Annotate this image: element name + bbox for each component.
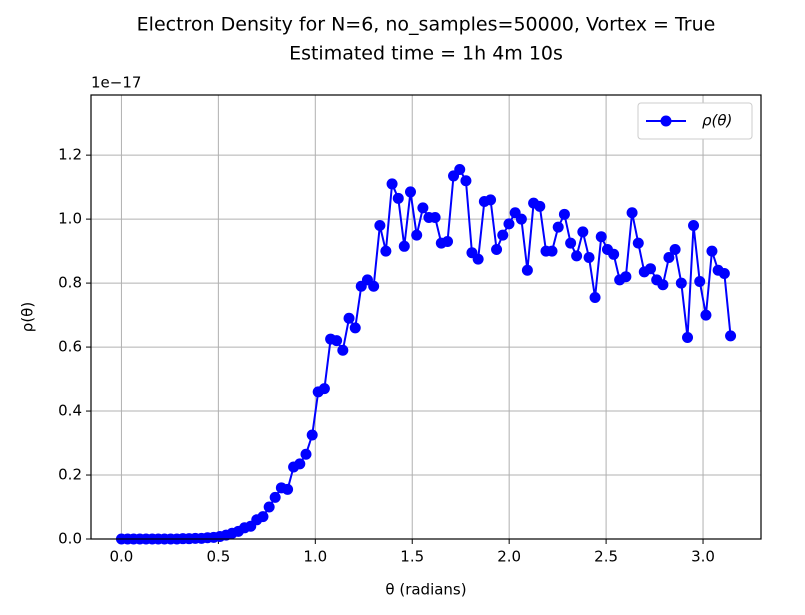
data-point — [404, 186, 416, 198]
legend-box — [637, 102, 753, 140]
data-point — [337, 344, 349, 356]
data-point — [343, 312, 355, 324]
data-point — [632, 237, 644, 249]
data-point — [294, 458, 306, 470]
data-point — [331, 335, 343, 347]
data-point — [577, 226, 589, 238]
data-point — [300, 448, 312, 460]
data-point — [620, 271, 632, 283]
data-point — [589, 291, 601, 303]
data-line — [121, 167, 732, 540]
y-tick-label: 0.4 — [58, 402, 82, 420]
data-point — [595, 231, 607, 243]
data-point — [306, 429, 318, 441]
y-offset-label: 1e−17 — [91, 74, 141, 92]
data-point — [669, 244, 681, 256]
data-point — [583, 252, 595, 264]
y-tick-label: 0.2 — [58, 466, 82, 484]
data-point — [571, 250, 583, 262]
x-axis-label: θ (radians) — [385, 581, 466, 599]
x-tick-label: 1.0 — [303, 548, 327, 566]
data-point — [706, 245, 718, 257]
x-tick-label: 1.5 — [400, 548, 424, 566]
data-point — [565, 237, 577, 249]
data-point — [688, 220, 700, 232]
data-point — [657, 279, 669, 291]
data-point — [454, 164, 466, 176]
data-point — [682, 331, 694, 343]
data-point — [460, 175, 472, 187]
y-tick-label: 1.2 — [58, 146, 82, 164]
y-tick-label: 0.0 — [58, 530, 82, 548]
data-point — [417, 202, 429, 214]
data-point — [386, 178, 398, 190]
data-point — [491, 244, 503, 256]
data-point — [497, 229, 509, 241]
x-tick-label: 2.5 — [594, 548, 618, 566]
legend-marker — [660, 115, 672, 127]
y-tick-label: 0.6 — [58, 338, 82, 356]
data-point — [675, 277, 687, 289]
data-point — [503, 218, 515, 230]
data-point — [608, 248, 620, 260]
chart-title: Electron Density for N=6, no_samples=500… — [137, 14, 716, 36]
data-point — [546, 245, 558, 257]
y-tick-label: 0.8 — [58, 274, 82, 292]
data-point — [515, 213, 527, 225]
data-point — [411, 229, 423, 241]
data-point — [718, 267, 730, 279]
x-tick-label: 3.0 — [691, 548, 715, 566]
data-point — [429, 212, 441, 224]
y-tick-label: 1.0 — [58, 210, 82, 228]
data-point — [485, 194, 497, 206]
data-point — [374, 220, 386, 232]
data-point — [534, 200, 546, 212]
data-point — [282, 483, 294, 495]
data-point — [663, 252, 675, 264]
data-point — [257, 511, 269, 523]
data-point — [368, 280, 380, 292]
data-point — [263, 501, 275, 513]
data-point — [552, 221, 564, 233]
data-point — [318, 383, 330, 395]
legend-label: ρ(θ) — [702, 112, 732, 130]
data-point — [558, 208, 570, 220]
x-tick-label: 2.0 — [497, 548, 521, 566]
x-tick-label: 0.5 — [206, 548, 230, 566]
data-point — [380, 245, 392, 257]
data-point — [269, 491, 281, 503]
data-point — [694, 275, 706, 287]
x-tick-label: 0.0 — [110, 548, 134, 566]
chart-subtitle: Estimated time = 1h 4m 10s — [289, 43, 563, 65]
data-point — [644, 263, 656, 275]
plot-frame — [90, 94, 762, 540]
data-point — [392, 192, 404, 204]
data-point — [472, 253, 484, 265]
y-axis-label: ρ(θ) — [19, 302, 37, 332]
data-point — [398, 240, 410, 252]
data-point — [349, 322, 361, 334]
data-point — [725, 330, 737, 342]
data-point — [521, 264, 533, 276]
data-point — [626, 207, 638, 219]
data-point — [700, 309, 712, 321]
data-point — [442, 236, 454, 248]
